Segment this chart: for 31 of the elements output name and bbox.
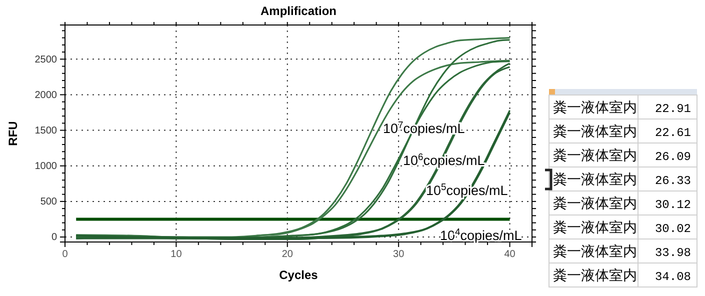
category-label: 粪一液体室内 bbox=[553, 148, 637, 164]
data-label: 30.12 bbox=[654, 198, 691, 212]
y-axis-title: RFU bbox=[6, 121, 20, 146]
x-tick-label: 10 bbox=[170, 249, 182, 260]
x-tick-label: 30 bbox=[393, 249, 405, 260]
x-tick-label: 0 bbox=[62, 249, 68, 260]
category-label: 粪一液体室内 bbox=[553, 100, 637, 116]
annotation: 10$^{4}$copies/mL bbox=[440, 226, 522, 243]
data-label: 30.02 bbox=[654, 222, 691, 236]
data-label: 33.98 bbox=[654, 246, 691, 260]
data-label: 26.33 bbox=[654, 174, 691, 188]
category-label: 粪一液体室内 bbox=[553, 172, 637, 188]
data-label: 26.09 bbox=[654, 150, 691, 164]
y-tick-label: 2500 bbox=[34, 54, 58, 66]
x-tick-label: 20 bbox=[282, 249, 294, 260]
category-label: 粪一液体室内 bbox=[553, 124, 637, 140]
category-label: 粪一液体室内 bbox=[553, 268, 637, 284]
y-tick-label: 0 bbox=[51, 232, 58, 244]
x-axis-title: Cycles bbox=[279, 268, 318, 282]
category-label: 粪一液体室内 bbox=[553, 196, 637, 212]
category-label: 粪一液体室内 bbox=[553, 244, 637, 260]
y-tick-label: 500 bbox=[40, 196, 58, 208]
category-label: 粪一液体室内 bbox=[553, 220, 637, 236]
x-tick-label: 40 bbox=[504, 249, 516, 260]
data-label: 34.08 bbox=[654, 270, 691, 284]
y-tick-label: 1000 bbox=[34, 161, 58, 172]
data-label: 22.61 bbox=[654, 126, 691, 140]
y-tick-label: 2000 bbox=[34, 90, 58, 101]
data-label: 22.91 bbox=[654, 102, 691, 116]
y-tick-label: 1500 bbox=[34, 126, 58, 136]
chart-title: Amplification bbox=[260, 4, 337, 18]
